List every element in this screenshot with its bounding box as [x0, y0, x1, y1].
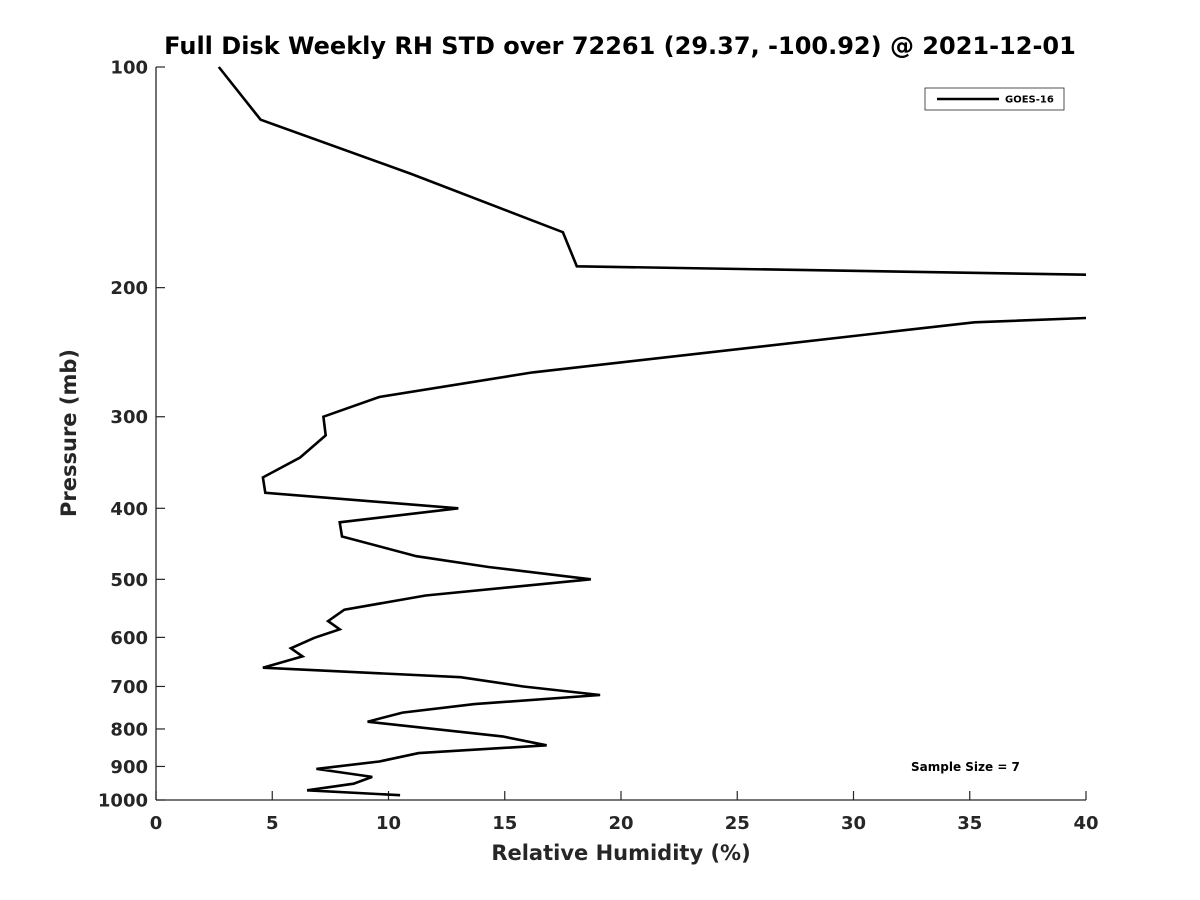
x-tick-label: 0 [150, 813, 163, 834]
x-axis-label: Relative Humidity (%) [491, 841, 750, 865]
sample-size-annotation: Sample Size = 7 [911, 760, 1020, 774]
x-tick-label: 20 [608, 813, 633, 834]
y-tick-label: 300 [110, 407, 148, 428]
y-tick-label: 1000 [98, 791, 148, 812]
y-tick-label: 600 [110, 628, 148, 649]
series-line-goes-16-segment-2 [261, 316, 1087, 797]
x-tick-label: 40 [1073, 813, 1098, 834]
axes [155, 67, 1086, 801]
chart-title: Full Disk Weekly RH STD over 72261 (29.3… [164, 32, 1076, 60]
y-axis-label: Pressure (mb) [57, 349, 81, 517]
x-tick-label: 5 [266, 813, 279, 834]
x-tick-label: 25 [725, 813, 750, 834]
y-tick-label: 100 [110, 58, 148, 79]
x-tick-label: 15 [492, 813, 517, 834]
legend-label-goes-16: GOES-16 [1005, 95, 1054, 106]
x-ticks: 0 5 10 15 20 25 30 35 40 [150, 791, 1099, 834]
series-line-goes-16-segment-1 [217, 66, 1087, 276]
y-tick-label: 200 [110, 278, 148, 299]
x-tick-label: 30 [841, 813, 866, 834]
y-tick-label: 900 [110, 757, 148, 778]
x-tick-label: 10 [376, 813, 401, 834]
x-tick-label: 35 [957, 813, 982, 834]
y-ticks: 100 200 300 400 500 600 700 800 900 1000 [98, 58, 165, 812]
legend: GOES-16 [924, 87, 1065, 111]
y-tick-label: 800 [110, 719, 148, 740]
y-tick-label: 400 [110, 499, 148, 520]
y-tick-label: 700 [110, 677, 148, 698]
series-lines [217, 66, 1087, 797]
y-tick-label: 500 [110, 570, 148, 591]
